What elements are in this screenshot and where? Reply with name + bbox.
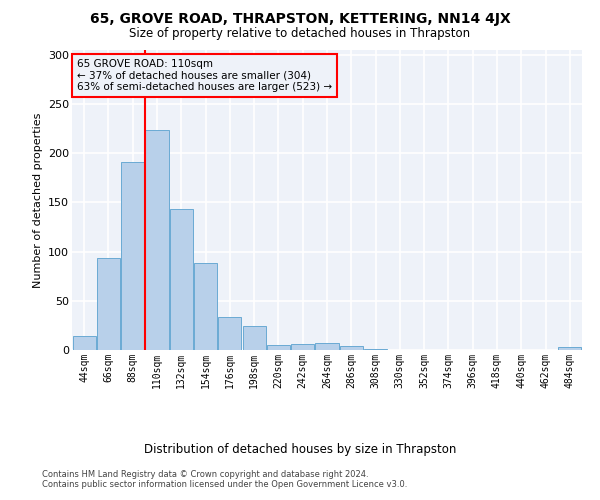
Text: Size of property relative to detached houses in Thrapston: Size of property relative to detached ho…	[130, 28, 470, 40]
Bar	[145, 130, 169, 350]
Bar	[97, 258, 120, 350]
Bar	[364, 349, 387, 350]
Bar	[316, 343, 338, 350]
Text: Contains HM Land Registry data © Crown copyright and database right 2024.: Contains HM Land Registry data © Crown c…	[42, 470, 368, 479]
Text: Contains public sector information licensed under the Open Government Licence v3: Contains public sector information licen…	[42, 480, 407, 489]
Bar	[218, 316, 241, 350]
Bar	[121, 162, 144, 350]
Bar	[267, 345, 290, 350]
Text: Distribution of detached houses by size in Thrapston: Distribution of detached houses by size …	[144, 442, 456, 456]
Bar	[73, 336, 95, 350]
Text: 65, GROVE ROAD, THRAPSTON, KETTERING, NN14 4JX: 65, GROVE ROAD, THRAPSTON, KETTERING, NN…	[89, 12, 511, 26]
Bar	[559, 347, 581, 350]
Y-axis label: Number of detached properties: Number of detached properties	[32, 112, 43, 288]
Bar	[194, 264, 217, 350]
Text: 65 GROVE ROAD: 110sqm
← 37% of detached houses are smaller (304)
63% of semi-det: 65 GROVE ROAD: 110sqm ← 37% of detached …	[77, 59, 332, 92]
Bar	[170, 210, 193, 350]
Bar	[291, 344, 314, 350]
Bar	[242, 326, 266, 350]
Bar	[340, 346, 363, 350]
